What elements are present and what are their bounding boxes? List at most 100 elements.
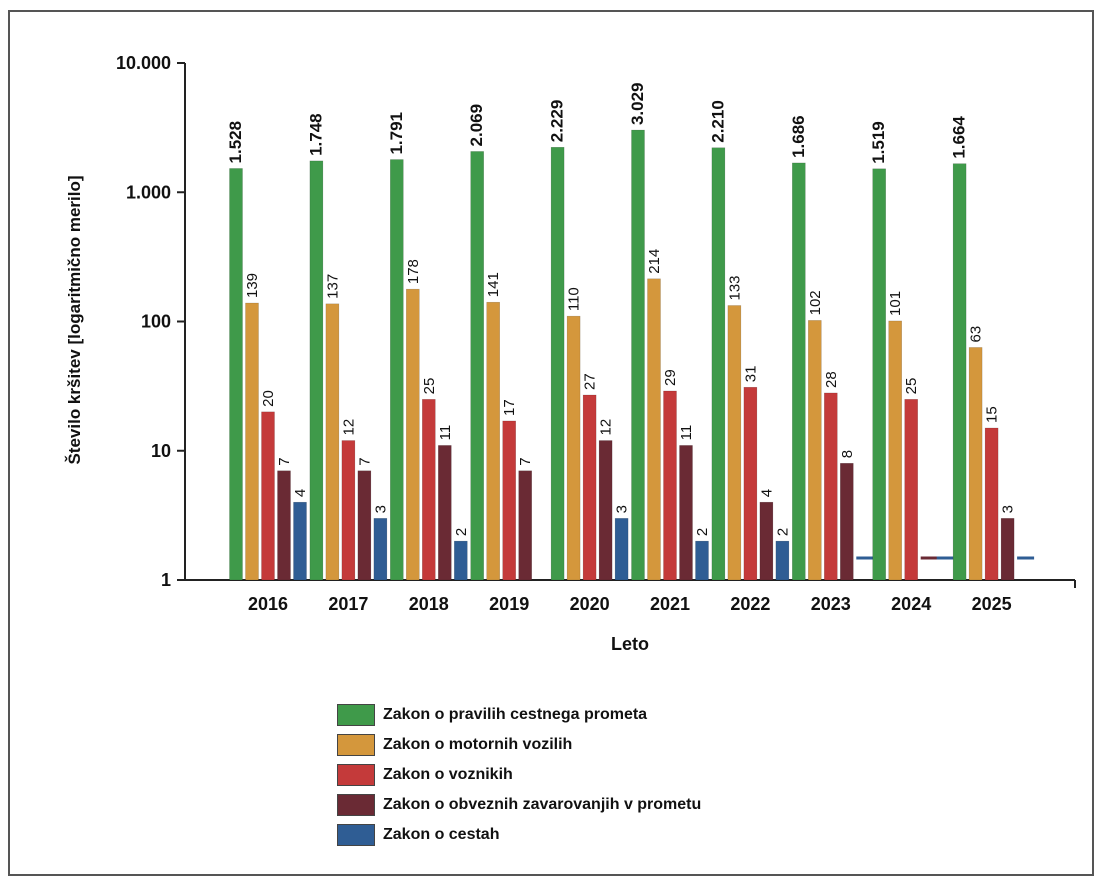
x-tick-label: 2022: [730, 594, 770, 614]
bar: [872, 168, 886, 581]
bar: [373, 518, 388, 581]
data-label: 1.686: [789, 115, 808, 158]
bar: [357, 470, 372, 581]
bar: [952, 163, 967, 581]
data-label: 2.069: [467, 104, 486, 147]
x-tick-label: 2019: [489, 594, 529, 614]
bar: [438, 445, 452, 581]
data-label: 214: [646, 249, 663, 274]
legend-label: Zakon o pravilih cestnega prometa: [383, 706, 648, 723]
data-label: 8: [839, 450, 856, 458]
bar: [293, 501, 307, 581]
bar: [550, 147, 565, 581]
bar: [486, 301, 500, 581]
legend-label: Zakon o motornih vozilih: [383, 736, 573, 753]
bar: [422, 399, 436, 581]
legend-item: Zakon o voznikih: [337, 760, 701, 790]
legend-swatch: [337, 734, 375, 756]
bar: [502, 420, 516, 581]
data-label: 2: [453, 528, 470, 536]
data-label: 3: [614, 505, 631, 513]
data-label: 1.791: [387, 112, 406, 155]
bar: [743, 386, 758, 581]
legend-label: Zakon o cestah: [383, 826, 500, 843]
data-label: 15: [984, 406, 1001, 423]
data-label: 31: [742, 366, 759, 383]
data-label: 139: [244, 273, 261, 298]
data-label: 20: [260, 390, 277, 407]
bar: [840, 463, 854, 581]
data-label: 102: [807, 290, 824, 315]
data-label: 12: [598, 419, 615, 436]
data-label: 2.229: [548, 100, 567, 143]
data-label: 3.029: [628, 82, 647, 125]
data-label: 63: [968, 326, 985, 343]
x-tick-label: 2018: [409, 594, 449, 614]
bar: [808, 320, 822, 581]
bar: [614, 518, 629, 581]
legend-swatch: [337, 824, 375, 846]
data-label: 7: [276, 457, 293, 465]
y-tick-label: 1: [161, 570, 171, 590]
bar: [277, 470, 291, 581]
data-label: 17: [501, 399, 518, 416]
legend-swatch: [337, 764, 375, 786]
bar: [631, 129, 645, 581]
x-tick-label: 2024: [891, 594, 931, 614]
bars-layer: [229, 129, 1035, 581]
bar: [759, 501, 774, 581]
y-tick-label: 100: [141, 312, 171, 332]
bar: [325, 303, 340, 581]
y-axis-title: Število kršitev [logaritmično merilo]: [65, 175, 84, 464]
x-tick-label: 2020: [570, 594, 610, 614]
data-label: 29: [662, 369, 679, 386]
data-label: 141: [485, 272, 502, 297]
legend-label: Zakon o voznikih: [383, 766, 513, 783]
x-tick-label: 2017: [328, 594, 368, 614]
legend-item: Zakon o motornih vozilih: [337, 730, 701, 760]
data-label: 1.748: [306, 113, 325, 156]
bar: [518, 470, 532, 581]
bar: [341, 440, 356, 581]
bar: [727, 305, 742, 581]
data-label: 28: [823, 371, 840, 388]
data-label: 25: [903, 378, 920, 395]
data-label: 1.528: [226, 121, 245, 164]
data-label: 27: [582, 373, 599, 390]
legend-item: Zakon o obveznih zavarovanjih v prometu: [337, 790, 701, 820]
data-label: 178: [405, 259, 422, 284]
bar: [679, 445, 693, 581]
bar: [904, 399, 918, 581]
data-label: 3: [372, 505, 389, 513]
data-label: 4: [758, 489, 775, 497]
bar: [582, 394, 597, 581]
data-label: 137: [324, 274, 341, 299]
bar: [309, 160, 324, 581]
bar: [775, 540, 790, 581]
bar: [888, 320, 902, 581]
y-tick-label: 1.000: [126, 182, 171, 202]
bar: [968, 347, 983, 581]
bar: [792, 162, 806, 581]
data-label: 3: [1000, 505, 1017, 513]
legend-swatch: [337, 794, 375, 816]
data-label: 2: [694, 528, 711, 536]
bar: [261, 411, 275, 581]
data-label: 7: [517, 457, 534, 465]
data-label: 4: [292, 489, 309, 497]
x-tick-label: 2023: [811, 594, 851, 614]
data-labels-layer: 1.52813920741.74813712731.791178251122.0…: [226, 82, 1017, 536]
x-tick-label: 2025: [972, 594, 1012, 614]
bar: [245, 302, 259, 581]
bar: [454, 540, 468, 581]
data-label: 2: [774, 528, 791, 536]
legend-item: Zakon o pravilih cestnega prometa: [337, 700, 701, 730]
x-tick-label: 2016: [248, 594, 288, 614]
legend: Zakon o pravilih cestnega prometa Zakon o…: [337, 700, 701, 850]
data-label: 12: [340, 419, 357, 436]
bar: [229, 168, 243, 581]
data-label: 25: [421, 378, 438, 395]
bar: [824, 392, 838, 581]
data-label: 11: [678, 425, 695, 441]
